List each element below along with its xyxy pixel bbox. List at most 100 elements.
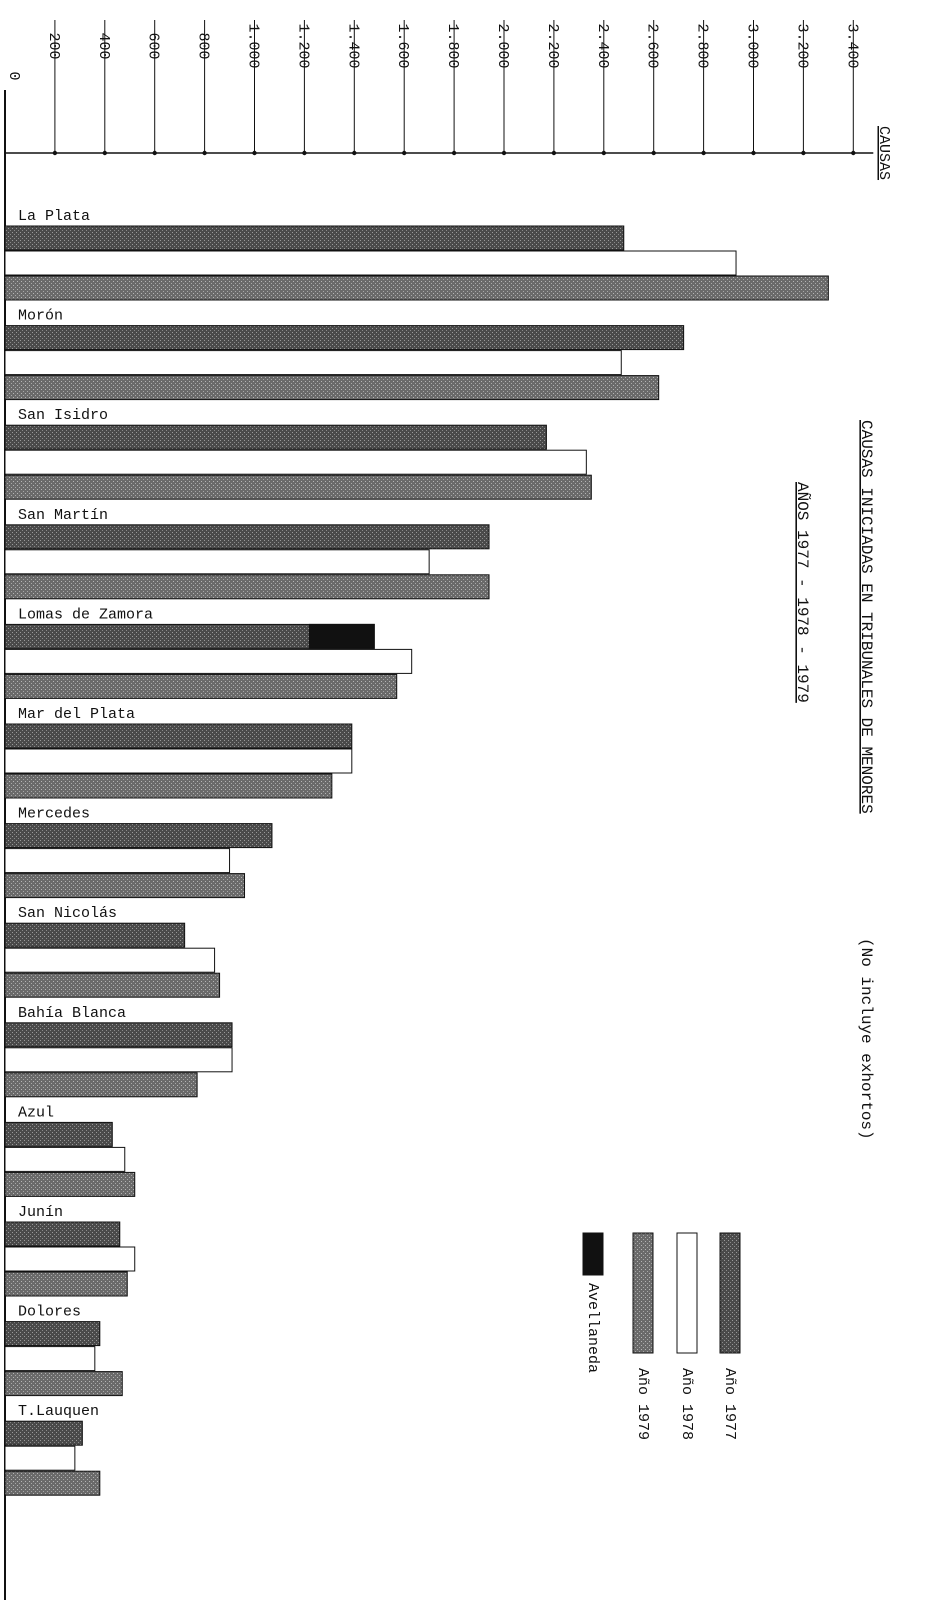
tick-label: 1.800 xyxy=(444,23,461,68)
tick-label: 0 xyxy=(5,71,22,80)
tick-label: 2.200 xyxy=(544,23,561,68)
category-label: La Plata xyxy=(18,208,90,225)
bar xyxy=(4,1445,76,1471)
category-label: Dolores xyxy=(18,1304,81,1321)
category-label: Lomas de Zamora xyxy=(18,606,153,623)
category-label: San Isidro xyxy=(18,407,108,424)
tick-dot xyxy=(551,150,557,156)
tick-label: 1.200 xyxy=(294,23,311,68)
legend-label: Año 1979 xyxy=(634,1368,651,1440)
category-label: T.Lauquen xyxy=(18,1403,99,1420)
tick-dot xyxy=(402,150,407,156)
tick-dot xyxy=(501,150,507,156)
bar xyxy=(4,823,273,849)
tick-label: 1.400 xyxy=(344,23,361,68)
tick-label: 2.600 xyxy=(644,23,661,68)
legend-label: Año 1978 xyxy=(678,1368,695,1440)
tick-label: 600 xyxy=(145,32,162,59)
bar xyxy=(4,748,353,774)
bar xyxy=(4,1022,233,1048)
bar xyxy=(4,225,625,251)
tick-dot xyxy=(52,150,58,156)
bar xyxy=(4,873,246,899)
tick-label: 1.600 xyxy=(394,23,411,68)
bar xyxy=(4,1221,121,1247)
bar xyxy=(4,848,231,874)
bar xyxy=(4,375,660,401)
bar xyxy=(4,275,829,301)
bar xyxy=(4,1371,123,1397)
legend-swatch xyxy=(719,1232,741,1354)
bar xyxy=(4,524,490,550)
bar xyxy=(4,947,216,973)
bar xyxy=(4,1171,136,1197)
category-label: Mercedes xyxy=(18,806,90,823)
tick-dot xyxy=(601,150,606,156)
tick-label: 3.400 xyxy=(843,23,860,68)
legend: Año 1977 Año 1978 Año 1979 Avellaneda xyxy=(582,1232,741,1440)
bar xyxy=(4,1146,126,1172)
tick-dot xyxy=(202,150,207,156)
bar xyxy=(4,449,587,475)
bar xyxy=(4,648,413,674)
category-labels-layer: La Plata Morón San Isidro San Martín Lomas d… xyxy=(18,208,153,1420)
bar xyxy=(4,1346,96,1372)
bar xyxy=(4,250,737,276)
tick-dot xyxy=(451,150,457,156)
category-label: Bahía Blanca xyxy=(18,1005,126,1022)
chart-title-note: (No incluye exhortos) xyxy=(857,938,875,1140)
axis-layer: 0 200 400 600 800 1.000 1.200 1.400 1.600 1.800 2.… xyxy=(4,20,874,1600)
bar xyxy=(4,325,685,351)
bar xyxy=(4,1121,113,1147)
chart-subtitle: AÑOS 1977 - 1978 - 1979 xyxy=(793,482,812,703)
bar xyxy=(4,673,398,699)
tick-label: 3.200 xyxy=(793,23,810,68)
legend-swatch xyxy=(632,1232,654,1354)
bar xyxy=(4,350,622,376)
bars-layer xyxy=(4,225,829,1496)
bar xyxy=(4,1047,233,1073)
bar xyxy=(4,1321,101,1347)
legend-swatch xyxy=(676,1232,698,1354)
tick-label: 1.000 xyxy=(245,23,262,68)
bar xyxy=(308,623,375,649)
tick-dot xyxy=(102,150,108,156)
tick-label: 400 xyxy=(95,32,112,59)
chart-title: CAUSAS INICIADAS EN TRIBUNALES DE MENORE… xyxy=(857,420,875,814)
tick-label: 2.000 xyxy=(494,23,511,68)
tick-label: 200 xyxy=(45,32,62,59)
tick-dot xyxy=(801,150,806,156)
bar xyxy=(4,773,333,799)
category-label: Morón xyxy=(18,308,63,325)
tick-dot xyxy=(751,150,756,156)
category-label: Mar del Plata xyxy=(18,706,135,723)
legend-label: Año 1977 xyxy=(721,1368,738,1440)
bar xyxy=(4,1072,198,1098)
tick-dot xyxy=(302,150,307,156)
tick-dot xyxy=(152,150,157,156)
tick-label: 3.000 xyxy=(744,23,761,68)
legend-label: Avellaneda xyxy=(584,1283,601,1373)
tick-dot xyxy=(352,150,357,156)
bar xyxy=(4,922,186,948)
bar xyxy=(4,1470,101,1496)
category-label: Azul xyxy=(18,1104,54,1121)
bar xyxy=(4,1246,136,1272)
tick-dot xyxy=(851,150,856,156)
legend-swatch xyxy=(582,1232,604,1276)
bar xyxy=(4,1420,83,1446)
tick-label: 2.400 xyxy=(594,23,611,68)
tick-dot xyxy=(701,150,706,156)
tick-dot xyxy=(252,150,257,156)
bar xyxy=(4,1271,128,1297)
tick-label: 800 xyxy=(195,32,212,59)
bar xyxy=(4,549,430,575)
value-axis-label: CAUSAS xyxy=(875,126,892,180)
category-label: San Martín xyxy=(18,507,108,524)
bar xyxy=(4,474,592,500)
category-label: San Nicolás xyxy=(18,905,117,922)
tick-label: 2.800 xyxy=(694,23,711,68)
tick-dot xyxy=(651,150,656,156)
bar xyxy=(4,972,221,998)
bar xyxy=(4,574,490,600)
